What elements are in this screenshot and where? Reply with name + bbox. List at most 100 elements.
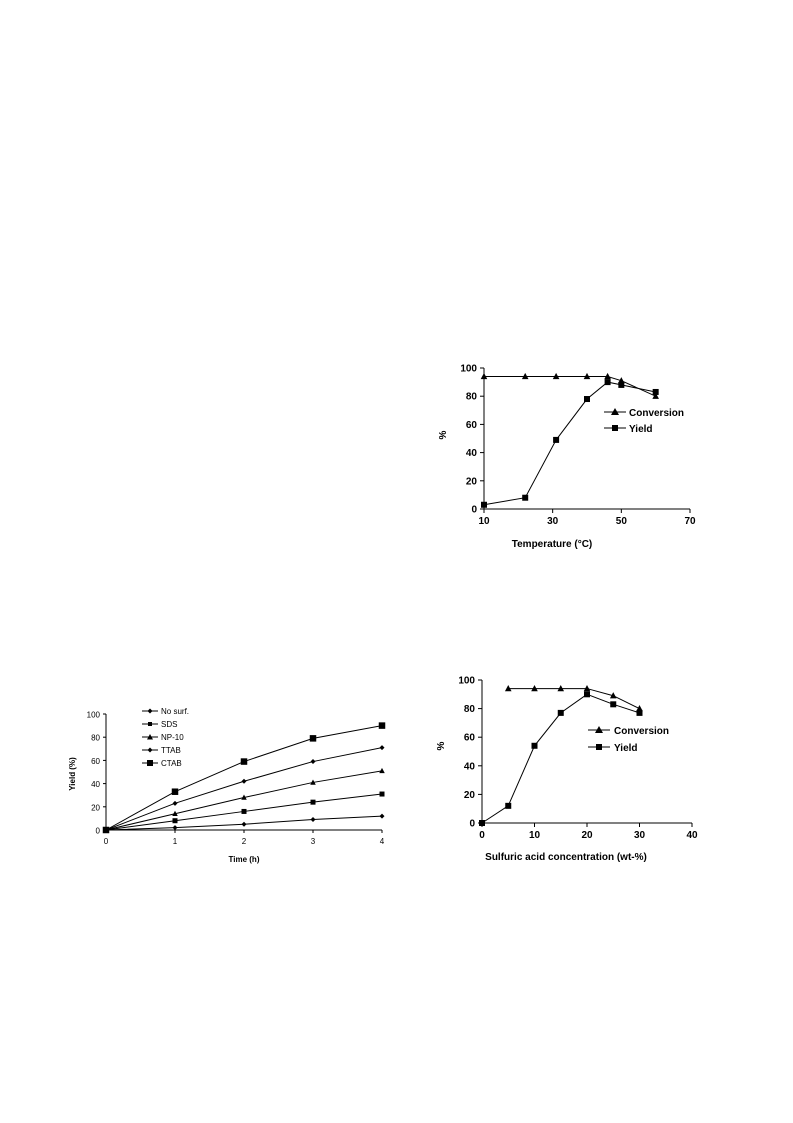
legend: Conversion Yield	[588, 726, 669, 754]
y-tick-label: 20	[464, 790, 476, 801]
data-point-sds	[172, 818, 178, 824]
x-tick-label: 40	[686, 830, 698, 841]
y-tick-label: 60	[91, 757, 100, 766]
data-point-ttab	[172, 800, 178, 806]
y-tick-label: 60	[464, 733, 476, 744]
legend-label-conversion: Conversion	[614, 726, 669, 737]
y-axis-title: Yield (%)	[68, 757, 77, 791]
data-point-conversion	[609, 692, 617, 699]
x-axis-title: Time (h)	[229, 855, 260, 864]
data-point-yield	[604, 379, 611, 386]
x-tick-label: 30	[634, 830, 646, 841]
y-tick-label: 40	[466, 448, 478, 459]
data-point-conversion	[552, 372, 560, 380]
data-point-sds	[379, 791, 385, 797]
data-point-conversion	[652, 392, 659, 399]
legend-entry-np-10: NP-10	[142, 733, 184, 742]
legend-label-conversion: Conversion	[629, 408, 684, 419]
x-tick-label: 30	[547, 516, 559, 527]
x-tick-label: 2	[242, 837, 247, 846]
data-point-ctab	[378, 722, 386, 729]
y-tick-label: 0	[471, 505, 477, 516]
legend-entry-ttab: TTAB	[142, 746, 181, 755]
x-tick-label: 20	[581, 830, 593, 841]
x-tick-label: 0	[104, 837, 109, 846]
data-point-yield	[610, 701, 617, 708]
data-point-yield	[553, 436, 560, 443]
y-tick-label: 40	[91, 780, 100, 789]
y-tick-label: 20	[91, 803, 100, 812]
data-point-yield	[481, 501, 487, 508]
y-tick-label: 100	[87, 711, 101, 720]
data-point-conversion	[618, 377, 625, 384]
x-tick-label: 4	[380, 837, 385, 846]
data-point-conversion	[583, 684, 591, 692]
data-point-yield	[584, 691, 590, 698]
x-tick-label: 0	[479, 830, 485, 841]
legend: No surf. SDS NP-10 TTAB CTAB	[142, 707, 189, 768]
data-point-conversion	[504, 684, 512, 692]
x-tick-label: 10	[478, 516, 490, 527]
data-point-conversion	[604, 372, 611, 380]
data-point-conversion	[557, 684, 565, 692]
series-line-yield	[483, 381, 656, 506]
y-tick-label: 100	[458, 676, 475, 687]
data-point-ctab	[309, 735, 317, 742]
legend-entry-conversion: Conversion	[604, 408, 684, 419]
data-point-ttab	[241, 778, 247, 784]
data-point-yield	[522, 494, 529, 501]
data-point-yield	[584, 396, 590, 403]
data-point-conversion	[531, 684, 538, 692]
data-point-yield	[557, 709, 564, 716]
data-point-no-surf	[241, 821, 247, 827]
x-tick-label: 3	[311, 837, 316, 846]
legend-entry-no-surf: No surf.	[142, 707, 189, 716]
data-point-yield	[505, 802, 512, 809]
plot-area: 0 20 40 60 80 100 0 1 2 3 4	[87, 711, 386, 846]
y-axis-title: %	[438, 430, 449, 439]
y-tick-label: 0	[469, 819, 475, 830]
y-tick-label: 40	[464, 761, 476, 772]
data-point-sds	[310, 799, 316, 805]
data-point-conversion	[480, 372, 488, 380]
x-tick-label: 10	[529, 830, 541, 841]
legend-label-no-surf: No surf.	[161, 707, 189, 716]
data-point-no-surf	[310, 817, 316, 823]
legend-label-ctab: CTAB	[161, 759, 182, 768]
legend-entry-conversion: Conversion	[588, 726, 669, 737]
legend-label-sds: SDS	[161, 720, 177, 729]
legend-label-yield: Yield	[614, 743, 638, 754]
data-point-yield	[636, 709, 643, 716]
y-axis-title: %	[436, 741, 447, 750]
plot-area: 0 20 40 60 80 100 0 10 20 30 40	[458, 676, 698, 842]
x-axis-title: Sulfuric acid concentration (wt-%)	[485, 852, 647, 863]
data-point-np-10	[172, 810, 178, 817]
data-point-np-10	[310, 779, 316, 785]
x-tick-label: 1	[173, 837, 178, 846]
data-point-conversion	[521, 372, 529, 380]
legend-label-yield: Yield	[629, 424, 653, 435]
legend: Conversion Yield	[604, 408, 684, 435]
y-tick-label: 0	[96, 827, 101, 836]
data-point-yield	[652, 388, 659, 395]
y-tick-label: 80	[91, 734, 100, 743]
data-point-conversion	[636, 705, 643, 712]
data-point-yield	[479, 820, 485, 826]
data-point-ctab	[240, 758, 248, 765]
x-axis-title: Temperature (°C)	[512, 539, 593, 550]
data-point-np-10	[379, 767, 385, 774]
data-point-conversion	[583, 372, 591, 380]
data-point-ttab	[310, 759, 316, 765]
data-point-yield	[531, 742, 538, 749]
time-chart: Yield (%) Time (h) 0 20 40 60 80 100 0 1 2 3 4 No …	[68, 707, 386, 864]
y-tick-label: 60	[466, 420, 478, 431]
y-tick-label: 100	[460, 364, 477, 375]
plot-area: 0 20 40 60 80 100 10 30 50 70	[460, 364, 696, 528]
data-point-ctab	[171, 788, 179, 795]
legend-entry-yield: Yield	[604, 424, 653, 435]
data-point-yield	[618, 381, 625, 388]
legend-entry-ctab: CTAB	[142, 759, 182, 768]
data-point-np-10	[241, 794, 247, 800]
legend-entry-sds: SDS	[142, 720, 177, 729]
